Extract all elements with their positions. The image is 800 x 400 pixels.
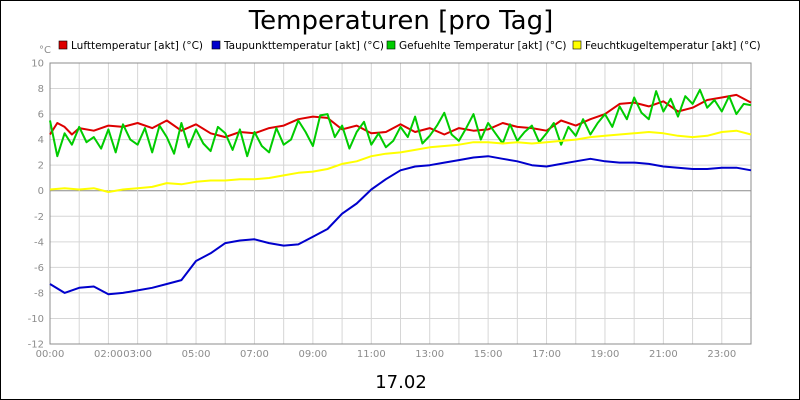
y-axis-ticks: 10 8 6 4 2 0 -2 -4 -6 -8 -10 -12	[28, 59, 44, 351]
series-line-2	[49, 155, 752, 296]
plot-area	[49, 62, 752, 345]
y-tick-label: 8	[38, 84, 44, 95]
y-tick-label: -2	[34, 212, 44, 223]
x-tick-label: 23:00	[707, 349, 736, 360]
legend-swatch-3	[386, 40, 396, 50]
x-tick-label: 07:00	[240, 349, 269, 360]
x-tick-label: 05:00	[182, 349, 211, 360]
x-axis-ticks: 00:00 02:00 03:00 05:00 07:00 09:00 11:00 13:00…	[36, 349, 737, 360]
y-tick-label: -4	[34, 237, 44, 248]
y-tick-label: 6	[38, 110, 44, 121]
x-tick-label: 09:00	[298, 349, 327, 360]
legend-swatch-4	[572, 40, 582, 50]
legend-label-1: Lufttemperatur [akt] (°C)	[71, 40, 203, 52]
y-tick-label: -12	[28, 340, 44, 351]
x-tick-label: 17:00	[532, 349, 561, 360]
series-line-4	[49, 129, 752, 193]
legend: Lufttemperatur [akt] (°C) Taupunkttempera…	[58, 40, 761, 52]
legend-label-3: Gefuehlte Temperatur [akt] (°C)	[399, 40, 566, 52]
chart-title: Temperaturen [pro Tag]	[248, 6, 554, 36]
legend-swatch-2	[211, 40, 221, 50]
x-tick-label: 15:00	[474, 349, 503, 360]
y-axis-unit: °C	[39, 45, 51, 56]
y-tick-label: 0	[38, 186, 44, 197]
y-tick-label: -8	[34, 288, 44, 299]
date-label: 17.02	[375, 372, 427, 393]
x-tick-label: 00:00	[36, 349, 65, 360]
y-tick-label: 10	[31, 59, 44, 70]
x-tick-label: 21:00	[649, 349, 678, 360]
x-tick-label: 02:00	[94, 349, 123, 360]
legend-swatch-1	[58, 40, 68, 50]
series-line-1	[49, 93, 752, 139]
x-tick-label: 13:00	[415, 349, 444, 360]
y-tick-label: 2	[38, 161, 44, 172]
y-tick-label: -6	[34, 263, 44, 274]
series-lines	[49, 88, 752, 296]
legend-label-2: Taupunkttemperatur [akt] (°C)	[223, 40, 384, 52]
x-tick-label: 11:00	[357, 349, 386, 360]
x-tick-label: 03:00	[123, 349, 152, 360]
x-tick-label: 19:00	[591, 349, 620, 360]
y-tick-label: -10	[28, 314, 44, 325]
legend-label-4: Feuchtkugeltemperatur [akt] (°C)	[585, 40, 761, 52]
y-tick-label: 4	[38, 135, 44, 146]
series-line-3	[49, 88, 752, 158]
